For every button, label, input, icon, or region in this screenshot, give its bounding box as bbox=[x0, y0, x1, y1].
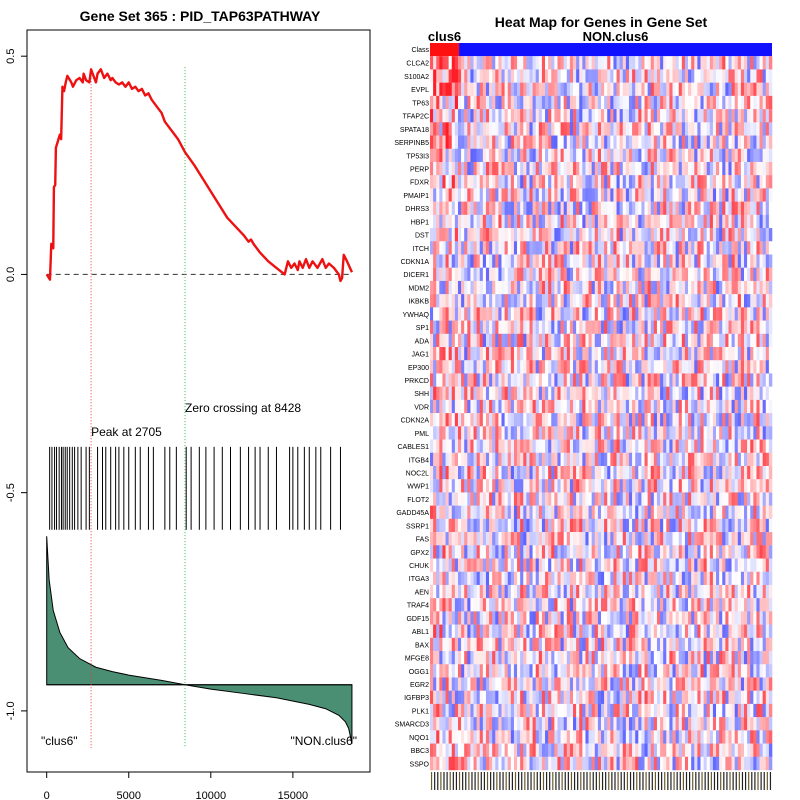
gene-label: TP63 bbox=[412, 100, 429, 107]
class-bar-segment bbox=[430, 43, 460, 57]
y-tick-label: 0.0 bbox=[5, 267, 17, 282]
gene-label: DHRS3 bbox=[405, 206, 429, 213]
group-label-right: "NON.clus6" bbox=[290, 734, 357, 748]
x-tick-label: 15000 bbox=[278, 790, 309, 800]
y-tick-label: -0.5 bbox=[5, 483, 17, 502]
gene-label: SSRP1 bbox=[406, 523, 429, 530]
gene-label: PRKCD bbox=[404, 378, 429, 385]
gene-label: SHH bbox=[414, 391, 429, 398]
gene-label: FAS bbox=[416, 537, 430, 544]
enrichment-plot-title: Gene Set 365 : PID_TAP63PATHWAY bbox=[80, 8, 321, 24]
gene-label: WWP1 bbox=[407, 484, 429, 491]
gene-label: GPX2 bbox=[410, 550, 429, 557]
y-axis: 0.5 0.0 -0.5 -1.0 bbox=[5, 49, 28, 720]
heatmap-title: Heat Map for Genes in Gene Set bbox=[495, 14, 708, 30]
gene-label: MDM2 bbox=[408, 285, 429, 292]
gene-label: TRAF4 bbox=[407, 603, 429, 610]
gene-label: PML bbox=[415, 431, 430, 438]
gene-label: SMARCD3 bbox=[395, 722, 429, 729]
gene-label: PERP bbox=[410, 166, 429, 173]
gene-label: ITCH bbox=[413, 246, 429, 253]
running-es-line bbox=[45, 68, 354, 283]
heatmap-panel: Heat Map for Genes in Gene Set clus6 NON… bbox=[394, 14, 773, 790]
ranked-metric-area bbox=[46, 536, 353, 744]
heatmap-class-label: Class bbox=[411, 47, 429, 54]
gene-label: CDKN2A bbox=[401, 418, 430, 425]
gene-label: NOC2L bbox=[406, 471, 429, 478]
gene-label: EGR2 bbox=[410, 682, 429, 689]
gene-label: GADD45A bbox=[396, 510, 429, 517]
class-bar-segment bbox=[459, 43, 772, 57]
heatmap-group-label-clus6: clus6 bbox=[428, 29, 461, 44]
y-tick-label: 0.5 bbox=[5, 49, 17, 64]
gene-label: IGFBP3 bbox=[404, 695, 429, 702]
gene-label: JAG1 bbox=[411, 352, 429, 359]
gene-label: SP1 bbox=[416, 325, 429, 332]
gene-label: SSPO bbox=[410, 761, 430, 768]
gene-label: MFGE8 bbox=[405, 656, 429, 663]
gene-label: SPATA18 bbox=[400, 127, 429, 134]
gene-label: OGG1 bbox=[409, 669, 429, 676]
gene-label: DST bbox=[415, 233, 430, 240]
gene-label: S100A2 bbox=[404, 74, 429, 81]
x-tick-label: 0 bbox=[44, 790, 50, 800]
gene-label: BBC3 bbox=[411, 748, 429, 755]
gene-label: ITGB4 bbox=[409, 457, 429, 464]
gene-label: IKBKB bbox=[408, 299, 429, 306]
gene-label: DICER1 bbox=[403, 272, 429, 279]
gene-label: HBP1 bbox=[411, 219, 429, 226]
gene-label: VDR bbox=[414, 404, 429, 411]
heatmap-group-label-non-clus6: NON.clus6 bbox=[583, 29, 649, 44]
gene-label: PLK1 bbox=[412, 708, 429, 715]
gene-label: FDXR bbox=[410, 180, 429, 187]
gene-label: NQO1 bbox=[409, 735, 429, 742]
y-tick-label: -1.0 bbox=[5, 701, 17, 720]
gene-label: CABLES1 bbox=[397, 444, 429, 451]
heatmap-class-bar bbox=[430, 43, 772, 57]
gene-label: ITGA3 bbox=[409, 576, 429, 583]
gene-label: AEN bbox=[415, 589, 429, 596]
x-tick-label: 10000 bbox=[196, 790, 227, 800]
gene-label: ABL1 bbox=[412, 629, 429, 636]
gene-label: EVPL bbox=[411, 87, 429, 94]
x-tick-label: 5000 bbox=[117, 790, 141, 800]
x-axis: 0 5000 10000 15000 bbox=[44, 771, 309, 800]
gene-label: CDKN1A bbox=[401, 259, 430, 266]
gene-label: TP53I3 bbox=[406, 153, 429, 160]
heatmap-cells bbox=[430, 56, 773, 771]
gene-label: PMAIP1 bbox=[403, 193, 429, 200]
gene-label: ADA bbox=[415, 338, 430, 345]
zero-crossing-label: Zero crossing at 8428 bbox=[185, 401, 301, 415]
heatmap-sample-labels bbox=[430, 772, 772, 790]
group-label-left: "clus6" bbox=[41, 734, 78, 748]
gene-label: EP300 bbox=[408, 365, 429, 372]
heatmap-gene-labels: CLCA2 S100A2 EVPL TP63 TFAP2C SPATA18 SERPINB5… bbox=[394, 61, 429, 769]
gene-label: TFAP2C bbox=[403, 114, 429, 121]
peak-label: Peak at 2705 bbox=[91, 425, 162, 439]
enrichment-plot: Gene Set 365 : PID_TAP63PATHWAY 0 5000 100… bbox=[5, 8, 371, 800]
gene-label: BAX bbox=[415, 642, 429, 649]
gene-label: CLCA2 bbox=[406, 61, 429, 68]
gene-label: CHUK bbox=[409, 563, 429, 570]
gene-label: SERPINB5 bbox=[394, 140, 429, 147]
gene-label: FLOT2 bbox=[407, 497, 429, 504]
gene-label: YWHAQ bbox=[403, 312, 430, 319]
hit-ticks bbox=[49, 446, 341, 530]
gene-label: GDF15 bbox=[406, 616, 429, 623]
